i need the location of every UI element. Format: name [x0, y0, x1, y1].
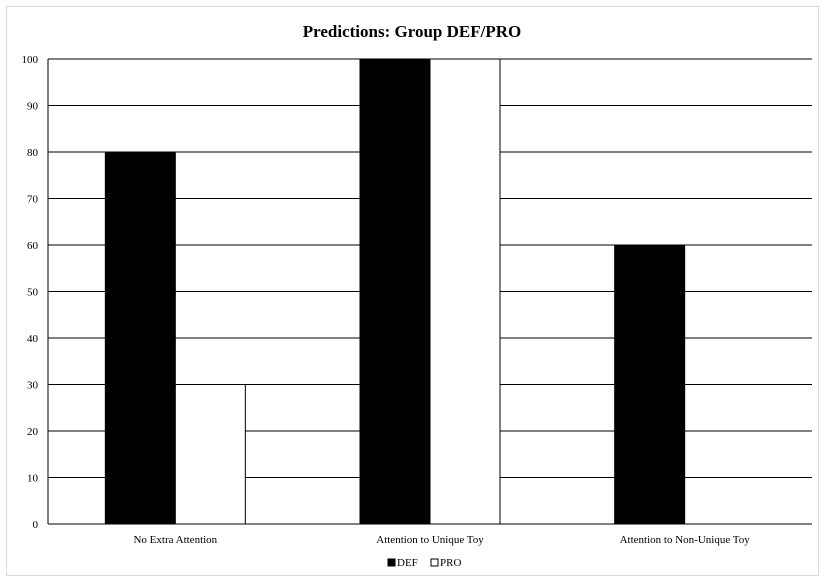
bar-pro-0 [174, 384, 246, 525]
y-tick-label: 10 [27, 473, 39, 485]
bar-def-1 [359, 58, 431, 525]
bar-def-2 [614, 244, 686, 525]
y-tick-label: 60 [27, 240, 39, 252]
y-tick-labels: 0 10 20 30 40 50 60 70 80 90 100 [22, 54, 39, 531]
category-labels: No Extra Attention Attention to Unique To… [133, 534, 750, 546]
legend-swatch-pro [430, 558, 439, 567]
bars [104, 58, 686, 525]
category-label: Attention to Unique Toy [376, 534, 484, 546]
legend-label-pro: PRO [440, 557, 461, 569]
legend-label-def: DEF [397, 557, 418, 569]
bar-def-0 [104, 151, 176, 525]
legend: DEF PRO [387, 557, 461, 569]
y-tick-label: 80 [27, 147, 39, 159]
y-tick-label: 50 [27, 287, 39, 299]
y-tick-label: 70 [27, 194, 39, 206]
y-tick-label: 30 [27, 380, 39, 392]
y-tick-label: 100 [22, 54, 39, 66]
y-tick-label: 20 [27, 426, 39, 438]
y-tick-label: 90 [27, 101, 39, 113]
y-tick-label: 40 [27, 333, 39, 345]
category-label: Attention to Non-Unique Toy [620, 534, 751, 546]
bar-pro-1 [429, 58, 501, 525]
chart-title: Predictions: Group DEF/PRO [303, 22, 522, 41]
axes [47, 59, 812, 525]
category-label: No Extra Attention [133, 534, 217, 546]
y-tick-label: 0 [33, 519, 39, 531]
legend-swatch-def [387, 558, 396, 567]
